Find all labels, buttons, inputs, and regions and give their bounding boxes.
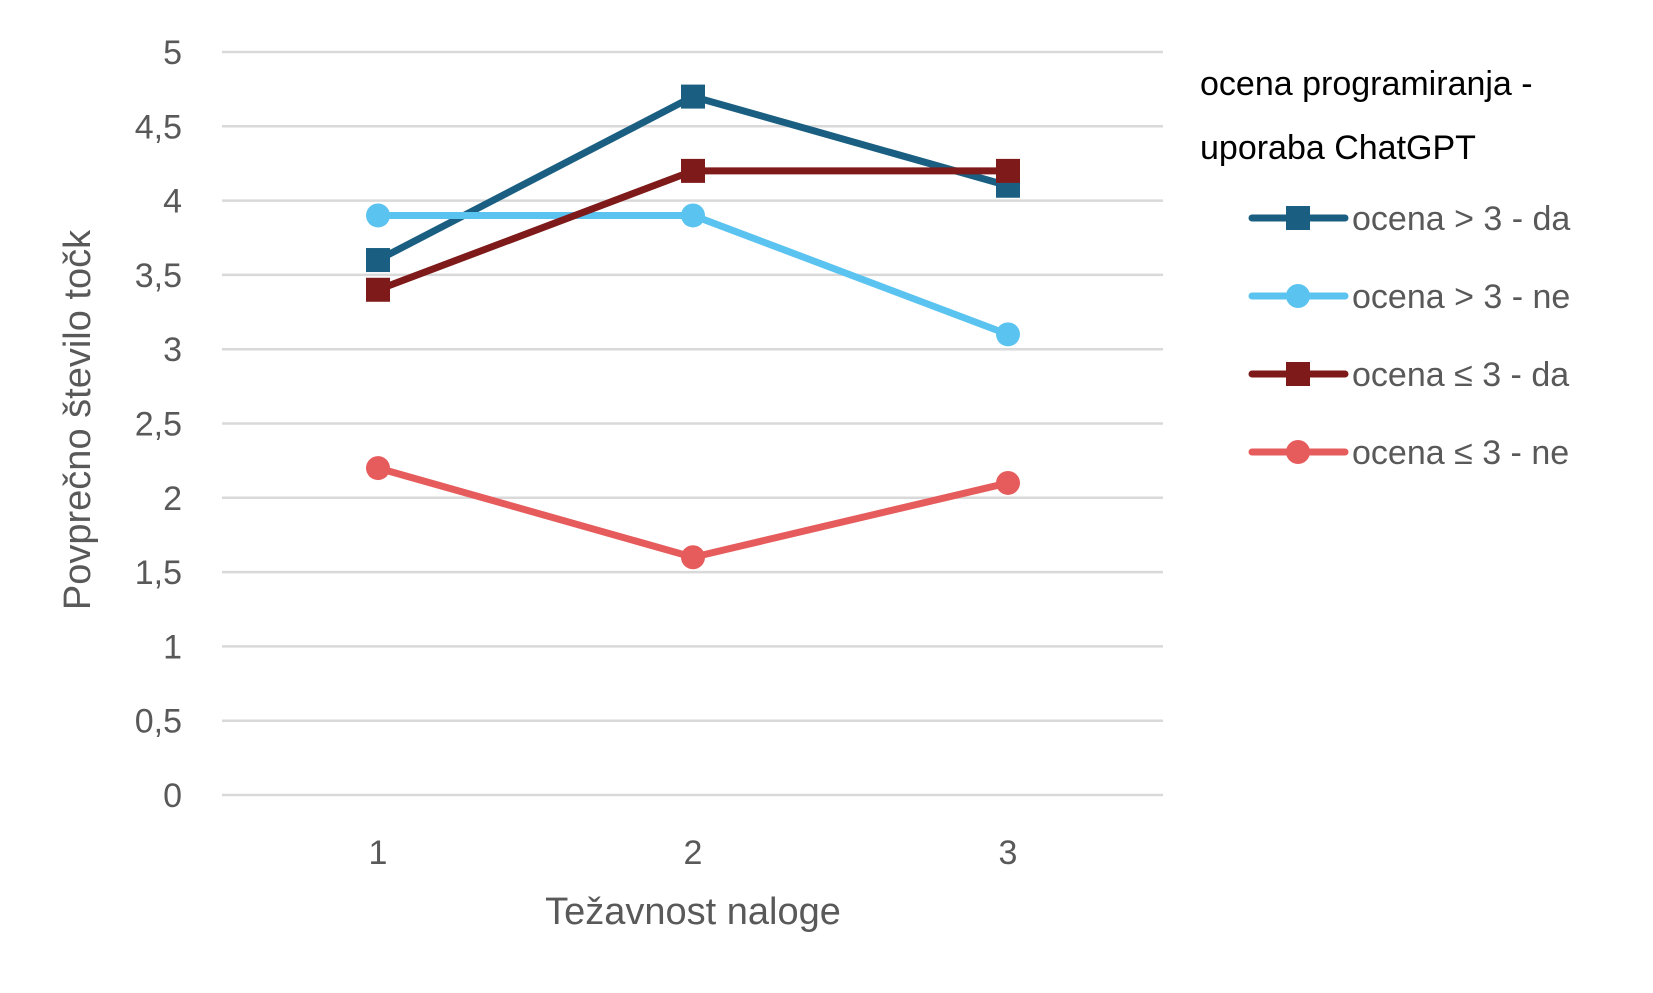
legend-label: ocena > 3 - da <box>1352 200 1570 238</box>
y-tick-label: 5 <box>163 34 182 72</box>
series-lines <box>366 84 1020 570</box>
series-4 <box>366 456 1020 570</box>
y-tick-label: 3,5 <box>135 257 182 295</box>
y-tick-label: 1,5 <box>135 554 182 592</box>
y-tick-label: 2 <box>163 480 182 518</box>
legend-item: ocena ≤ 3 - ne <box>1248 434 1569 472</box>
y-tick-label: 4 <box>163 183 182 221</box>
y-axis-label: Povprečno število točk <box>57 229 99 610</box>
series-3 <box>366 158 1020 302</box>
data-point <box>996 322 1020 347</box>
y-tick-label: 2,5 <box>135 406 182 444</box>
data-point <box>366 248 390 273</box>
y-tick-label: 3 <box>163 331 182 369</box>
y-tick-label: 0,5 <box>135 703 182 741</box>
data-point <box>366 203 390 228</box>
data-point <box>366 456 390 481</box>
legend-label: ocena ≤ 3 - ne <box>1352 434 1569 472</box>
legend-title-line-1: ocena programiranja - <box>1200 65 1533 103</box>
series-1 <box>366 84 1020 273</box>
data-point <box>681 158 705 183</box>
data-point <box>681 84 705 109</box>
series-2 <box>366 203 1020 347</box>
legend-item: ocena ≤ 3 - da <box>1248 356 1569 394</box>
series-line <box>374 167 1012 294</box>
legend-marker <box>1286 362 1310 386</box>
series-line <box>374 464 1012 561</box>
x-tick-label: 2 <box>684 834 703 872</box>
legend-item: ocena > 3 - da <box>1248 200 1570 238</box>
y-tick-label: 1 <box>163 628 182 666</box>
legend-label: ocena ≤ 3 - da <box>1352 356 1569 394</box>
data-point <box>681 203 705 228</box>
legend-marker <box>1286 284 1310 308</box>
legend-item: ocena > 3 - ne <box>1248 278 1570 316</box>
x-tick-label: 3 <box>999 834 1018 872</box>
data-point <box>681 545 705 570</box>
legend-items: ocena > 3 - da ocena > 3 - ne ocena ≤ 3 - … <box>1248 200 1570 472</box>
data-point <box>996 158 1020 183</box>
data-point <box>996 470 1020 495</box>
legend: ocena programiranja - uporaba ChatGPT oc… <box>1200 65 1570 472</box>
y-axis-ticks: 0 0,5 1 1,5 2 2,5 3 3,5 4 4,5 5 <box>135 34 182 815</box>
y-tick-label: 0 <box>163 777 182 815</box>
legend-marker <box>1286 440 1310 464</box>
legend-label: ocena > 3 - ne <box>1352 278 1570 316</box>
grid-lines <box>222 50 1163 797</box>
x-tick-label: 1 <box>369 834 388 872</box>
x-axis-label: Težavnost naloge <box>545 891 841 933</box>
data-point <box>366 277 390 302</box>
x-axis-ticks: 1 2 3 <box>369 834 1018 872</box>
y-tick-label: 4,5 <box>135 108 182 146</box>
legend-title-line-2: uporaba ChatGPT <box>1200 129 1476 167</box>
legend-marker <box>1286 206 1310 230</box>
